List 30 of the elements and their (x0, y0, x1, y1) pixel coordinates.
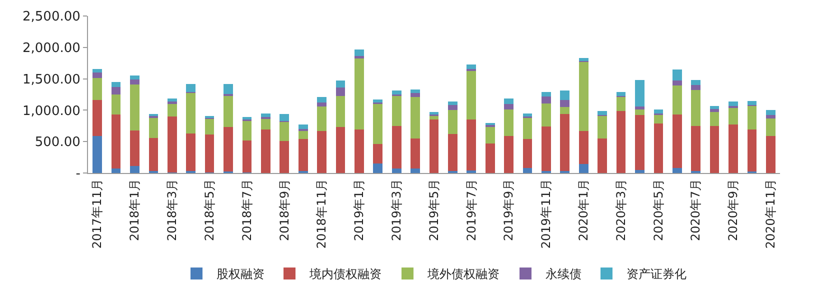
legend-label: 股权融资 (216, 267, 264, 282)
y-tick-label: 1,500.00 (22, 72, 80, 88)
x-tick-label: 2019年1月 (352, 178, 366, 241)
legend-label: 境外债权融资 (426, 267, 500, 282)
x-tick-label: 2018年7月 (240, 178, 254, 241)
x-tick-label: 2019年3月 (389, 178, 404, 241)
legend-label: 资产证券化 (626, 267, 686, 282)
x-tick-label: 2018年9月 (277, 178, 292, 241)
x-tick-label: 2019年9月 (502, 178, 516, 241)
x-tick-label: 2018年5月 (202, 178, 216, 241)
x-tick-label: 2020年1月 (576, 178, 591, 241)
x-tick-label: 2020年5月 (651, 178, 666, 241)
x-tick-label: 2018年3月 (165, 178, 180, 241)
x-tick-label: 2018年1月 (128, 178, 142, 241)
x-tick-label: 2020年3月 (614, 178, 628, 241)
legend-label: 永续债 (546, 267, 582, 282)
x-tick-label: 2018年11月 (314, 178, 329, 249)
x-tick-label: 2019年7月 (464, 178, 478, 241)
x-tick-label: 2020年9月 (726, 178, 740, 241)
x-tick-label: 2017年11月 (90, 178, 104, 249)
x-tick-label: 2019年11月 (539, 178, 554, 249)
y-tick-label: 2,000.00 (22, 40, 80, 56)
y-tick-label: 2,500.00 (22, 10, 80, 25)
legend-label: 境内债权融资 (308, 267, 382, 282)
x-tick-label: 2020年7月 (688, 178, 703, 241)
y-tick-label: 500.00 (34, 135, 80, 150)
x-tick-label: 2020年11月 (764, 178, 778, 249)
y-tick-label: - (76, 166, 81, 182)
x-tick-label: 2019年5月 (426, 178, 441, 241)
y-tick-label: 1,000.00 (22, 104, 80, 119)
